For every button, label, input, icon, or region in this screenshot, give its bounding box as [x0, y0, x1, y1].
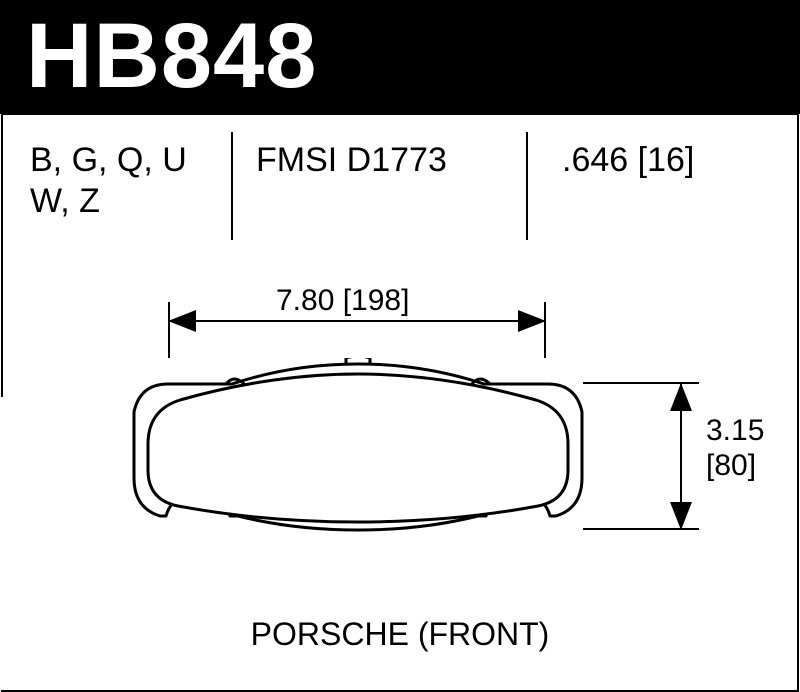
- fmsi-code: FMSI D1773: [256, 140, 447, 181]
- height-line2: [80]: [706, 449, 764, 484]
- fitment-label: PORSCHE (FRONT): [0, 616, 800, 653]
- header-underline: [1, 112, 798, 115]
- width-dimension-label: 7.80 [198]: [270, 282, 415, 320]
- spec-separator-2: [526, 132, 528, 240]
- pad-friction-surface: [148, 374, 568, 522]
- width-dimension-line: [168, 320, 546, 322]
- spec-sheet: { "header": { "part_number": "HB848", "b…: [0, 0, 800, 692]
- arrow-right-icon: [518, 310, 546, 332]
- height-line1: 3.15: [706, 414, 764, 449]
- arrow-up-icon: [670, 383, 692, 411]
- arrow-left-icon: [168, 310, 196, 332]
- spec-separator-1: [231, 132, 233, 240]
- compound-codes-line1: B, G, Q, U: [30, 140, 187, 181]
- thickness-spec: .646 [16]: [562, 140, 694, 181]
- brake-pad-diagram: [122, 358, 594, 558]
- compound-codes: B, G, Q, U W, Z: [30, 140, 187, 222]
- height-dimension-label: 3.15 [80]: [706, 414, 764, 483]
- compound-codes-line2: W, Z: [30, 181, 187, 222]
- arrow-down-icon: [670, 502, 692, 530]
- part-number: HB848: [26, 4, 317, 109]
- header-bar: HB848: [0, 0, 800, 114]
